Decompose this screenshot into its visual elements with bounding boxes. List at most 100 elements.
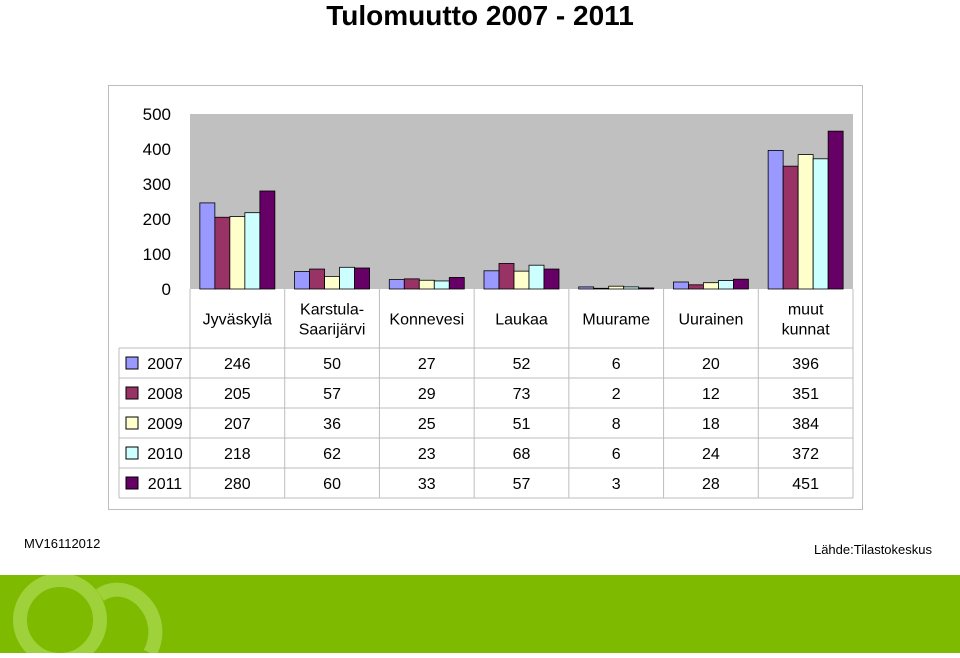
bar <box>309 268 325 290</box>
data-label: 20 <box>702 356 720 373</box>
data-label: 8 <box>612 416 621 433</box>
data-label: 12 <box>702 386 720 403</box>
category-label: Konnevesi <box>389 312 464 329</box>
bar <box>673 281 689 290</box>
data-label: 51 <box>513 416 531 433</box>
bar <box>812 158 829 290</box>
bar <box>339 266 355 290</box>
data-label: 68 <box>513 446 531 463</box>
data-label: 52 <box>513 356 531 373</box>
bar <box>593 287 610 290</box>
plot-area <box>190 114 853 289</box>
bar <box>403 278 420 290</box>
bar <box>638 287 655 290</box>
y-tick-label: 200 <box>143 210 171 229</box>
data-label: 28 <box>702 476 720 493</box>
category-label: kunnat <box>782 322 831 339</box>
category-label: Uurainen <box>678 312 743 329</box>
data-label: 280 <box>224 476 251 493</box>
bar <box>543 268 560 290</box>
bar <box>782 165 799 290</box>
category-label: muut <box>788 302 824 319</box>
data-label: 62 <box>323 446 341 463</box>
category-label: Muurame <box>582 312 650 329</box>
data-label: 60 <box>323 476 341 493</box>
data-label: 73 <box>513 386 531 403</box>
series-label: 2009 <box>147 416 183 433</box>
bar <box>294 271 310 290</box>
series-label: 2008 <box>147 386 183 403</box>
data-label: 6 <box>612 446 621 463</box>
series-label: 2007 <box>147 356 183 373</box>
data-label: 351 <box>792 386 819 403</box>
bar <box>388 279 405 290</box>
bar <box>433 280 450 290</box>
y-tick-label: 400 <box>143 140 171 159</box>
bar <box>324 275 340 290</box>
data-label: 246 <box>224 356 251 373</box>
bar <box>528 264 545 290</box>
y-tick-label: 500 <box>143 105 171 124</box>
bar <box>244 212 261 290</box>
bar <box>827 130 844 290</box>
bar <box>448 277 465 290</box>
legend-key <box>125 476 139 490</box>
bar <box>578 286 595 290</box>
data-label: 23 <box>418 446 436 463</box>
legend-key <box>125 356 139 370</box>
bar <box>354 267 370 290</box>
bar <box>767 150 784 290</box>
data-label: 25 <box>418 416 436 433</box>
data-label: 36 <box>323 416 341 433</box>
data-label: 207 <box>224 416 251 433</box>
bar <box>214 216 231 290</box>
data-label: 57 <box>323 386 341 403</box>
data-label: 2 <box>612 386 621 403</box>
series-label: 2011 <box>148 476 183 493</box>
data-label: 372 <box>792 446 819 463</box>
data-label: 218 <box>224 446 251 463</box>
footer-band <box>0 573 960 658</box>
data-label: 451 <box>792 476 819 493</box>
bar <box>513 270 530 290</box>
bar <box>797 154 814 290</box>
bar <box>418 279 435 290</box>
logo-swirl <box>13 573 163 658</box>
category-label: Jyväskylä <box>203 312 272 329</box>
data-label: 24 <box>702 446 720 463</box>
legend-key <box>125 416 139 430</box>
data-label: 50 <box>323 356 341 373</box>
chart-svg: 0 100 200 300 400 500 Jyväskylä Karstula- Saarij… <box>118 105 854 499</box>
data-label: 6 <box>612 356 621 373</box>
chart-frame: 0 100 200 300 400 500 Jyväskylä Karstula- Saarij… <box>108 85 863 510</box>
bar <box>718 280 734 290</box>
data-label: 205 <box>224 386 251 403</box>
y-tick-label: 0 <box>162 280 171 299</box>
y-tick-label: 100 <box>143 245 171 264</box>
category-label: Laukaa <box>495 312 548 329</box>
data-label: 18 <box>702 416 720 433</box>
bar <box>229 216 246 290</box>
data-label: 29 <box>418 386 436 403</box>
data-label: 3 <box>612 476 621 493</box>
data-label: 57 <box>513 476 531 493</box>
bar <box>623 286 640 290</box>
data-label: 396 <box>792 356 819 373</box>
bar <box>259 190 276 290</box>
bar <box>703 282 719 290</box>
legend-key <box>125 446 139 460</box>
legend-key <box>125 386 139 400</box>
bar <box>483 270 500 290</box>
bar <box>608 285 625 290</box>
bar <box>733 278 749 290</box>
category-label: Karstula- <box>300 302 364 319</box>
source-note: Lähde:Tilastokeskus <box>813 542 932 557</box>
document-code: MV16112012 <box>24 536 101 551</box>
y-tick-label: 300 <box>143 175 171 194</box>
bar <box>199 202 216 290</box>
data-label: 27 <box>418 356 436 373</box>
bar <box>688 284 704 290</box>
bar <box>498 263 515 290</box>
data-label: 33 <box>418 476 436 493</box>
data-label: 384 <box>792 416 819 433</box>
